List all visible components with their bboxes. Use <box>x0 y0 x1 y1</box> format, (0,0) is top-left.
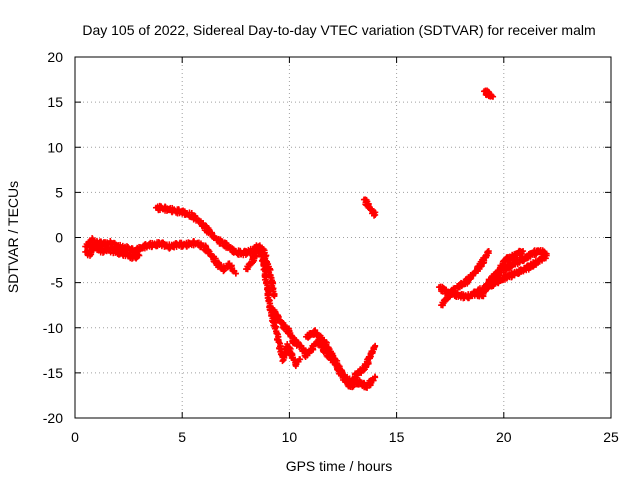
series-track-3 <box>152 202 278 300</box>
y-tick-label: -10 <box>43 320 63 336</box>
series-track-12 <box>481 87 497 100</box>
y-tick-label: 15 <box>47 94 63 110</box>
series-track-8 <box>438 248 492 309</box>
tick-group: 0 5 10 15 20 25 -20 -15 -10 -5 0 5 10 15 20 <box>43 49 619 445</box>
x-tick-label: 5 <box>178 429 186 445</box>
x-tick-label: 0 <box>71 429 79 445</box>
series-group <box>82 87 550 391</box>
series-track-1 <box>82 235 239 277</box>
y-tick-label: 20 <box>47 49 63 65</box>
chart-title: Day 105 of 2022, Sidereal Day-to-day VTE… <box>82 22 595 38</box>
y-tick-label: -20 <box>43 410 63 426</box>
grid <box>75 57 611 418</box>
y-tick-label: -15 <box>43 365 63 381</box>
x-tick-label: 10 <box>282 429 298 445</box>
y-tick-label: 5 <box>55 184 63 200</box>
x-tick-label: 20 <box>496 429 512 445</box>
x-axis-title: GPS time / hours <box>286 458 393 474</box>
x-tick-label: 15 <box>389 429 405 445</box>
series-track-6 <box>303 327 379 388</box>
y-tick-label: 0 <box>55 230 63 246</box>
y-tick-label: 10 <box>47 139 63 155</box>
series-track-7 <box>360 196 379 219</box>
y-tick-label: -5 <box>51 275 64 291</box>
series-track-2 <box>82 240 143 262</box>
series-track-11 <box>478 247 527 300</box>
x-tick-label: 25 <box>603 429 619 445</box>
y-axis-title: SDTVAR / TECUs <box>5 181 21 293</box>
